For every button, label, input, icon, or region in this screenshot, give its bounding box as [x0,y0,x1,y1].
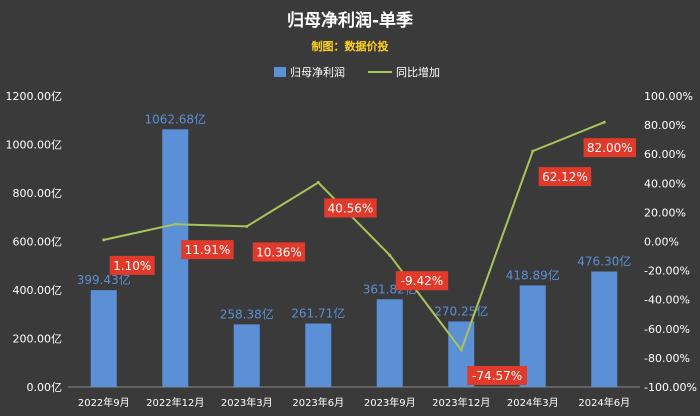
right-tick-label: -100.00% [644,381,697,394]
right-axis-ticks: -100.00% -80.00% -60.00% -40.00% -20.00% 0.00… [644,90,697,394]
percent-label: 10.36% [252,242,306,262]
bar-value-label: 270.25亿 [434,303,488,318]
right-tick-label: 60.00% [644,148,686,161]
legend-line-label: 同比增加 [396,65,440,79]
legend: 归母净利润 同比增加 [274,65,440,79]
left-tick-label: 600.00亿 [13,236,63,249]
bar-value-label: 476.30亿 [577,253,631,268]
left-tick-label: 800.00亿 [13,187,63,200]
x-tick-label: 2023年12月 [432,396,490,409]
bar-value-label: 399.43亿 [77,272,131,287]
left-tick-label: 400.00亿 [13,284,63,297]
left-tick-label: 1000.00亿 [6,139,63,152]
percent-label-text: 82.00% [587,141,633,155]
left-tick-label: 1200.00亿 [6,90,63,103]
right-tick-label: -40.00% [644,294,690,307]
percent-label: -74.57% [467,365,528,385]
percent-label-box [324,198,377,218]
percent-label-text: -74.57% [472,369,522,383]
growth-point [388,253,392,257]
right-tick-label: 0.00% [644,236,679,249]
left-axis-ticks: 0.00亿 200.00亿 400.00亿 600.00亿 800.00亿 1000.00… [6,90,63,394]
chart-subtitle: 制图：数据价投 [312,39,389,53]
percent-label: 82.00% [583,138,636,158]
right-tick-label: 100.00% [644,90,693,103]
x-tick-label: 2024年6月 [578,396,630,409]
percent-label-box [109,255,155,275]
percent-label: 40.56% [324,198,377,218]
percent-label-text: 62.12% [542,170,588,184]
right-tick-label: -20.00% [644,265,690,278]
x-tick-label: 2024年3月 [507,396,559,409]
legend-bar-label: 归母净利润 [290,65,345,79]
right-tick-label: 20.00% [644,206,686,219]
x-axis-ticks: 2022年9月 2022年12月 2023年3月 2023年6月 2023年9月 2023… [78,396,630,409]
right-tick-label: 40.00% [644,177,686,190]
growth-point [245,224,249,228]
percent-label-box [252,242,306,262]
chart-title: 归母净利润-单季 [287,10,413,31]
bar [376,299,403,387]
percent-label-text: 11.91% [185,243,231,257]
x-tick-label: 2022年12月 [146,396,204,409]
growth-point [102,238,106,242]
growth-line [103,121,605,353]
bar [233,324,260,387]
percent-label: 1.10% [109,255,155,275]
percent-labels: 1.10% 11.91% 10.36% 40.56% -9.42% -74.57% 62.1… [109,138,636,385]
right-tick-label: -80.00% [644,352,690,365]
percent-label: -9.42% [395,271,449,291]
percent-label-box [181,240,234,260]
x-tick-label: 2022年9月 [78,396,130,409]
growth-point [531,149,535,153]
percent-label-box [395,271,449,291]
percent-label-text: 1.10% [113,259,151,273]
x-tick-label: 2023年3月 [221,396,273,409]
bar [305,323,332,387]
growth-point [602,120,606,124]
bar-series [90,129,618,387]
growth-point [173,222,177,226]
percent-label-text: 40.56% [328,201,374,215]
bar-value-label: 258.38亿 [220,306,274,321]
right-tick-label: -60.00% [644,323,690,336]
left-tick-label: 200.00亿 [13,333,63,346]
percent-label-box [583,138,636,158]
right-tick-label: 80.00% [644,119,686,132]
bar [591,271,618,387]
percent-label-text: -9.42% [401,274,443,288]
legend-bar-swatch [274,67,286,77]
bar-value-label: 418.89亿 [506,267,560,282]
growth-point [459,348,463,352]
percent-label-text: 10.36% [256,245,302,259]
bar [90,290,117,387]
growth-point [316,180,320,184]
left-tick-label: 0.00亿 [27,381,63,394]
line-series [102,120,606,353]
percent-label-box [467,365,528,385]
x-tick-label: 2023年9月 [364,396,416,409]
bar-value-label: 1062.68亿 [144,111,206,126]
percent-label-box [538,167,592,187]
percent-label: 11.91% [181,240,234,260]
x-tick-label: 2023年6月 [292,396,344,409]
bar-value-label: 261.71亿 [291,306,345,321]
percent-label: 62.12% [538,167,592,187]
